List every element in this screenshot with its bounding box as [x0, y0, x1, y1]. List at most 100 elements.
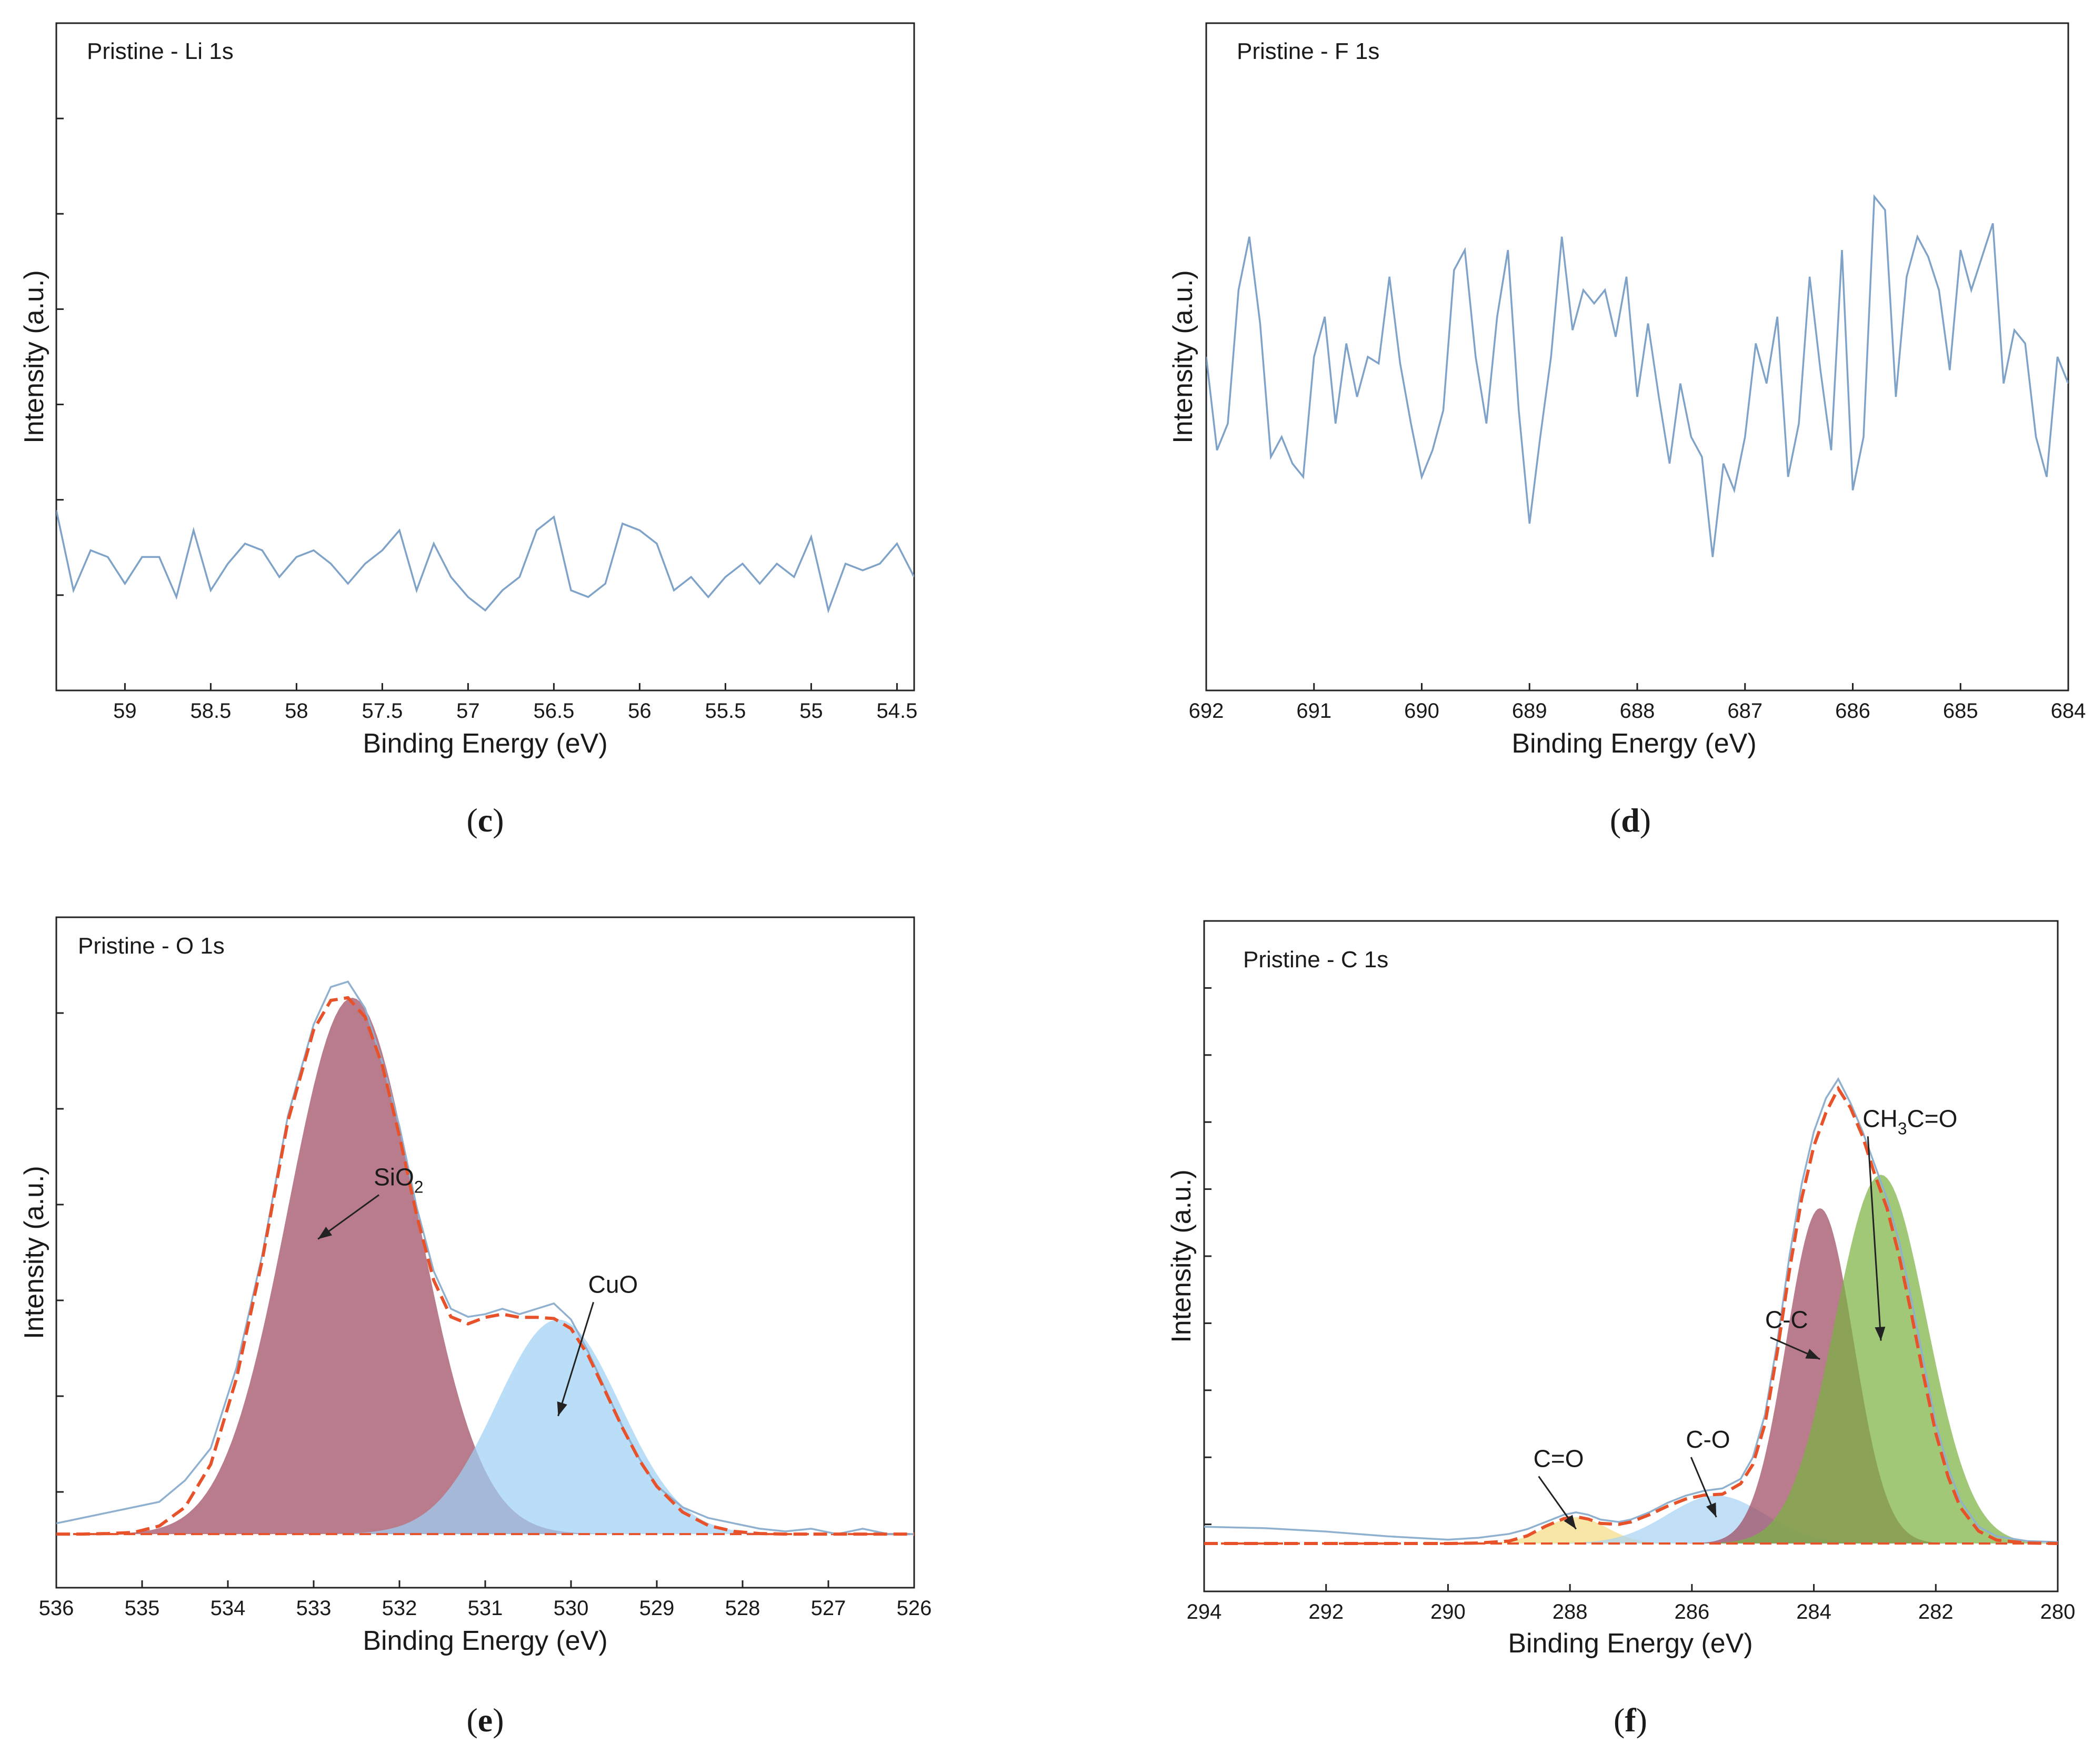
annotation-subscript: 3 — [1898, 1119, 1907, 1138]
annotation-c-c: C-C — [1765, 1306, 1820, 1360]
x-tick-label: 529 — [639, 1597, 675, 1620]
annotation-ch3c-o: CH3C=O — [1862, 1105, 1957, 1341]
x-tick-label: 534 — [211, 1597, 246, 1620]
panel-title: Pristine - Li 1s — [87, 38, 234, 64]
series-measured — [56, 510, 914, 614]
annotation-text: CH — [1862, 1105, 1897, 1132]
x-tick-label: 57 — [456, 699, 480, 723]
tick-group: 59 58.5 58 57.5 57 56.5 56 55.5 55 54.5 — [56, 117, 917, 723]
component-peak-cuo — [311, 1319, 805, 1535]
annotation-label: SiO2 — [374, 1164, 423, 1197]
x-tick-label: 282 — [1918, 1600, 1954, 1623]
plot-area — [56, 510, 914, 614]
x-tick-label: 57.5 — [362, 699, 403, 723]
panel-caption: (d) — [1610, 801, 1651, 839]
x-tick-label: 56 — [628, 699, 652, 723]
annotation-arrow-line — [557, 1301, 595, 1417]
annotation-label: CuO — [588, 1270, 638, 1298]
x-axis-title: Binding Energy (eV) — [363, 1626, 607, 1656]
annotation-text: C-O — [1686, 1426, 1730, 1453]
caption-letter: f — [1625, 1701, 1636, 1739]
x-tick-label: 686 — [1835, 699, 1870, 723]
annotation-c-o: C=O — [1534, 1445, 1584, 1530]
y-axis-title: Intensity (a.u.) — [19, 1166, 49, 1339]
annotation-arrowhead — [1875, 1327, 1886, 1341]
x-tick-label: 290 — [1430, 1600, 1466, 1623]
annotation-label: CH3C=O — [1862, 1105, 1957, 1138]
x-tick-label: 535 — [125, 1597, 160, 1620]
plot-marks — [1206, 194, 2068, 557]
x-axis-title: Binding Energy (eV) — [1511, 728, 1756, 759]
x-tick-label: 690 — [1404, 699, 1439, 723]
x-tick-label: 58 — [285, 699, 308, 723]
plot-area — [56, 980, 914, 1536]
x-axis-title: Binding Energy (eV) — [363, 728, 607, 759]
x-tick-label: 280 — [2040, 1600, 2076, 1623]
x-tick-label: 292 — [1308, 1600, 1344, 1623]
caption-letter: c — [478, 801, 493, 839]
plot-area — [1204, 1077, 2058, 1545]
x-tick-label: 56.5 — [533, 699, 574, 723]
plot-frame — [55, 22, 915, 691]
series-envelope — [56, 996, 914, 1536]
panel-e: SiO2 CuO 536 535 534 533 532 531 530 529 528 527 52… — [19, 916, 932, 1739]
y-axis-title: Intensity (a.u.) — [1168, 270, 1198, 443]
annotation-c-o: C-O — [1686, 1426, 1730, 1518]
annotation-text: C=O — [1534, 1445, 1584, 1472]
panel-caption: (f) — [1614, 1701, 1647, 1739]
y-axis-title: Intensity (a.u.) — [19, 270, 49, 443]
x-tick-label: 526 — [897, 1597, 932, 1620]
tick-group: 294 292 290 288 286 284 282 280 — [1187, 987, 2076, 1623]
annotation-arrowhead — [557, 1401, 567, 1416]
annotation-arrowhead — [1805, 1349, 1820, 1359]
component-peak-c-c — [1686, 1208, 1954, 1544]
annotation-arrowhead — [1706, 1502, 1717, 1517]
x-tick-label: 691 — [1296, 699, 1331, 723]
series-envelope — [1204, 1085, 2058, 1545]
x-tick-label: 536 — [39, 1597, 74, 1620]
component-peak-c-o — [1454, 1517, 1698, 1544]
x-tick-label: 689 — [1512, 699, 1547, 723]
annotation-text-after: C=O — [1907, 1105, 1958, 1132]
x-tick-label: 527 — [811, 1597, 846, 1620]
annotation-text: SiO — [374, 1164, 414, 1191]
x-tick-label: 688 — [1620, 699, 1655, 723]
annotation-sio2: SiO2 — [317, 1164, 424, 1240]
x-tick-label: 533 — [296, 1597, 332, 1620]
plot-marks — [56, 510, 914, 614]
panel-caption: (c) — [466, 801, 504, 839]
y-axis-title: Intensity (a.u.) — [1166, 1169, 1197, 1342]
x-tick-label: 687 — [1727, 699, 1762, 723]
x-tick-label: 58.5 — [190, 699, 231, 723]
component-peak-sio2 — [95, 997, 610, 1535]
series-measured — [1206, 194, 2068, 557]
panel-title: Pristine - F 1s — [1237, 38, 1379, 64]
x-tick-label: 286 — [1674, 1600, 1709, 1623]
annotation-arrow-line — [1867, 1136, 1882, 1341]
annotation-label: C=O — [1534, 1445, 1584, 1472]
x-tick-label: 59 — [113, 699, 137, 723]
x-tick-label: 684 — [2051, 699, 2086, 723]
component-peak-ch3c-o — [1698, 1175, 2058, 1544]
x-tick-label: 288 — [1553, 1600, 1588, 1623]
x-tick-label: 531 — [468, 1597, 503, 1620]
x-tick-label: 284 — [1796, 1600, 1831, 1623]
tick-group: 692 691 690 689 688 687 686 685 684 — [1189, 683, 2086, 723]
plot-area — [1206, 194, 2068, 557]
x-tick-label: 294 — [1187, 1600, 1222, 1623]
caption-letter: d — [1621, 801, 1640, 839]
annotation-text: CuO — [588, 1270, 638, 1298]
panel-title: Pristine - C 1s — [1243, 947, 1388, 973]
tick-group: 536 535 534 533 532 531 530 529 528 527 526 — [39, 1012, 932, 1620]
component-peak-c-o — [1521, 1496, 1911, 1544]
x-tick-label: 530 — [554, 1597, 589, 1620]
x-tick-label: 685 — [1943, 699, 1978, 723]
annotation-arrowhead — [318, 1227, 333, 1239]
x-tick-label: 54.5 — [876, 699, 917, 723]
plot-frame — [1205, 22, 2069, 691]
annotation-subscript: 2 — [414, 1178, 424, 1197]
annotation-label: C-O — [1686, 1426, 1730, 1453]
